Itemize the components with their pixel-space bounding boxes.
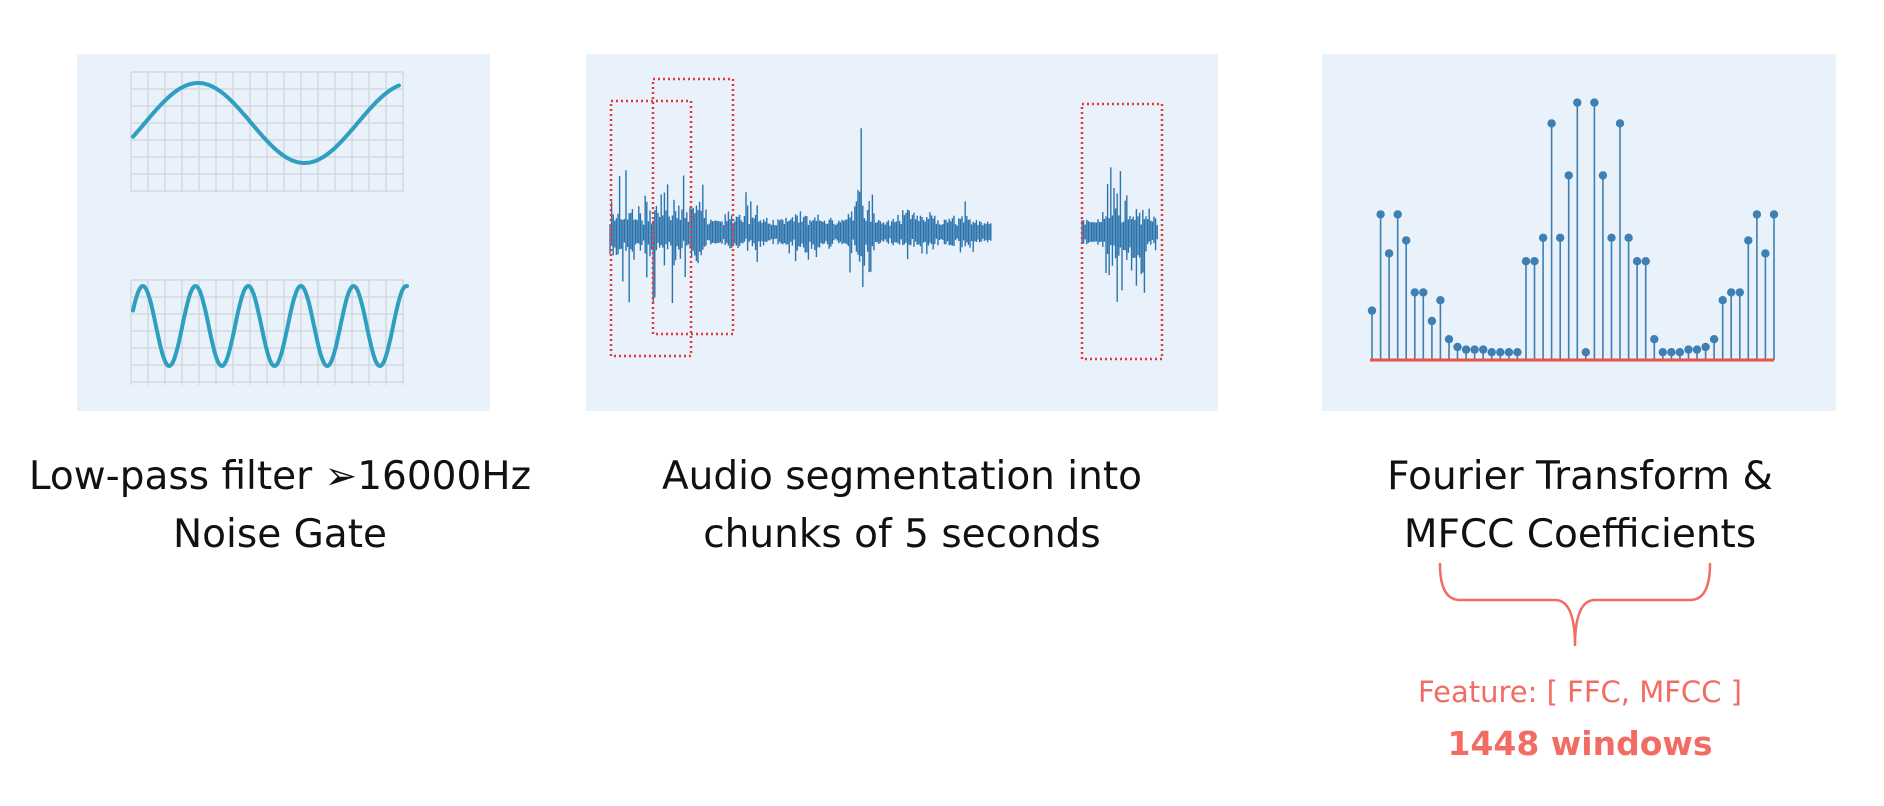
spectrum-stem-marker	[1598, 171, 1608, 180]
filter-caption: Low-pass filter ➢16000Hz Noise Gate	[0, 448, 560, 564]
spectrum-stem-marker	[1538, 233, 1548, 242]
spectrum-stem-marker	[1718, 296, 1727, 305]
spectrum-stem-marker	[1641, 257, 1650, 266]
segmentation-caption-line2: chunks of 5 seconds	[703, 512, 1101, 557]
fourier-caption-line1: Fourier Transform &	[1387, 454, 1773, 499]
spectrum-stem-marker	[1479, 345, 1488, 354]
spectrum-stem-marker	[1521, 257, 1531, 266]
spectrum-stem-marker	[1376, 210, 1385, 219]
spectrum-stem-marker	[1453, 342, 1462, 352]
spectrum-stem-marker	[1692, 345, 1702, 354]
segmentation-caption: Audio segmentation into chunks of 5 seco…	[602, 448, 1202, 564]
spectrum-stem-marker	[1436, 296, 1445, 305]
spectrum-stem-marker	[1573, 98, 1582, 107]
spectrum-stem-marker	[1752, 210, 1762, 219]
spectrum-stem-marker	[1658, 348, 1667, 357]
spectrum-stem-marker	[1615, 119, 1625, 128]
fourier-transform-panel	[1322, 54, 1836, 411]
spectrum-stem-marker	[1556, 233, 1565, 242]
segment-window-box	[1080, 102, 1164, 361]
spectrum-stem-marker	[1667, 348, 1676, 357]
top-grid	[130, 71, 404, 192]
spectrum-stem-marker	[1496, 348, 1505, 357]
spectrum-stem-marker	[1607, 233, 1616, 242]
segment-window-box	[651, 77, 735, 336]
audio-segmentation-panel	[586, 54, 1218, 411]
bottom-grid	[130, 279, 404, 385]
spectrum-stem-marker	[1402, 236, 1411, 245]
spectrum-stem-marker	[1444, 335, 1454, 344]
spectrum-stem-marker	[1419, 288, 1428, 297]
low-frequency-wave	[131, 81, 401, 165]
spectrum-stem-marker	[1470, 345, 1479, 354]
spectrum-stems	[1367, 98, 1779, 360]
spectrum-stem-marker	[1461, 345, 1471, 354]
filter-caption-line1: Low-pass filter ➢16000Hz	[28, 454, 532, 499]
spectrum-stem-marker	[1427, 316, 1437, 326]
spectrum-stem-marker	[1650, 335, 1659, 344]
spectrum-stem-marker	[1530, 257, 1539, 266]
spectrum-stem-marker	[1581, 348, 1590, 357]
spectrum-stem-marker	[1709, 335, 1719, 344]
segment-windows	[609, 77, 1164, 361]
spectrum-stem-marker	[1675, 348, 1685, 357]
spectrum-stem-marker	[1367, 306, 1377, 315]
spectrum-stem-marker	[1393, 210, 1402, 219]
feature-windows-count: 1448 windows	[1447, 724, 1713, 763]
segment-window-box	[609, 99, 693, 358]
spectrum-stem-marker	[1735, 288, 1744, 297]
spectrum-stem-marker	[1769, 210, 1779, 219]
spectrum-stem-marker	[1744, 236, 1753, 245]
spectrum-stem-marker	[1701, 342, 1710, 352]
spectrum-stem-marker	[1684, 345, 1693, 354]
spectrum-stem-marker	[1487, 348, 1496, 357]
filter-waves-illustration	[130, 71, 409, 385]
spectrum-stem-marker	[1761, 249, 1770, 258]
spectrum-stem-marker	[1632, 257, 1642, 266]
segmentation-caption-line1: Audio segmentation into	[661, 454, 1143, 499]
spectrum-stem-plot	[1367, 98, 1779, 362]
curly-brace	[1438, 562, 1712, 647]
spectrum-stem-marker	[1410, 288, 1419, 297]
audio-waveform	[609, 128, 1158, 304]
spectrum-stem-marker	[1384, 249, 1394, 258]
low-pass-filter-panel	[77, 54, 490, 411]
spectrum-stem-marker	[1513, 348, 1522, 357]
fourier-caption-line2: MFCC Coefficients	[1403, 512, 1757, 557]
spectrum-stem-marker	[1564, 171, 1573, 180]
filter-caption-line2: Noise Gate	[173, 512, 387, 557]
spectrum-stem-marker	[1624, 233, 1633, 242]
audio-waveform-illustration	[609, 77, 1164, 361]
spectrum-stem-marker	[1504, 348, 1514, 357]
spectrum-stem-marker	[1727, 288, 1736, 297]
high-frequency-wave	[131, 283, 409, 369]
feature-label: Feature: [ FFC, MFCC ]	[1418, 675, 1742, 709]
spectrum-stem-marker	[1590, 98, 1599, 107]
fourier-caption: Fourier Transform & MFCC Coefficients	[1300, 448, 1860, 564]
spectrum-stem-marker	[1547, 119, 1556, 128]
